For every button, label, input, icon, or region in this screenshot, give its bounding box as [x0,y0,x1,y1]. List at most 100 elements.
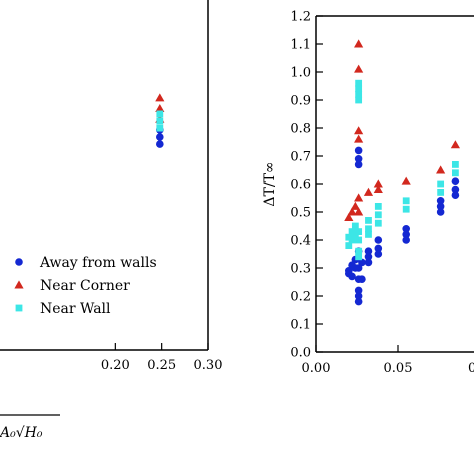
right-panel: 0.0 0.1 0.2 0.3 0.4 0.5 0.6 0.7 0.8 0.9 1.0 1.1 1.2 0… [262,10,474,376]
right-point-corner [363,187,374,196]
right-point-away [402,230,411,239]
right-point-wall [355,91,363,98]
right-point-corner [347,207,357,216]
left-legend-marker-away [15,258,23,266]
right-point-wall [437,189,445,196]
right-y-tick-label: 0.5 [290,206,311,221]
right-point-corner [436,165,446,174]
right-point-away [374,250,383,258]
right-y-axis-label: ΔT/T∞ [262,161,278,206]
right-point-away [354,160,363,169]
right-point-away [348,272,356,281]
right-point-away [436,202,445,211]
right-point-wall [374,203,382,210]
right-point-wall [374,219,382,227]
right-y-tick-label: 0.4 [290,234,311,249]
right-y-tick-label: 0.8 [290,122,311,137]
right-point-wall [355,79,363,87]
right-point-away [354,292,363,300]
left-point-away [156,133,164,141]
right-point-corner [401,176,411,185]
right-point-away [358,275,366,284]
right-point-wall [374,211,382,219]
right-point-corner [354,39,364,48]
right-y-tick-label: 0.2 [290,290,311,305]
left-point-wall [156,124,164,132]
right-point-corner [373,179,383,188]
left-panel: 0.20 0.25 0.30 Away from walls Near Corner Ne… [0,0,222,373]
right-point-wall [355,253,363,261]
right-point-corner [354,134,364,143]
right-point-wall [355,228,363,235]
right-point-away [358,258,366,267]
right-point-away [402,236,411,244]
right-point-away [364,252,373,261]
left-x-axis-label: A₀√H₀ [0,414,60,441]
right-point-away [436,208,445,216]
right-point-wall [365,225,372,233]
right-point-corner [450,140,460,149]
right-point-wall [345,242,353,249]
left-legend-label-away: Away from walls [39,255,157,271]
right-point-away [354,155,363,163]
right-point-wall [365,217,372,224]
right-point-away [354,297,363,306]
left-x-tick-label: 0.30 [194,358,223,373]
right-point-away [374,244,383,253]
right-point-wall [402,205,410,213]
right-point-away [354,264,363,272]
left-legend-label-corner: Near Corner [40,278,130,294]
right-y-tick-label: 0.9 [290,94,311,109]
right-point-wall [355,85,363,93]
right-point-wall [452,169,459,177]
right-point-away [451,191,460,199]
right-point-corner [354,64,364,73]
left-point-corner [155,104,165,113]
right-point-away [364,258,373,267]
left-legend-marker-corner [14,280,24,289]
right-y-tick-label: 0.1 [290,318,311,333]
right-point-wall [452,161,459,168]
right-point-away [364,247,373,255]
right-x-tick-label: 0.1 [468,361,474,376]
left-point-away [156,140,164,148]
right-point-away [354,146,363,155]
left-point-wall [156,117,164,125]
right-point-away [402,225,411,233]
right-point-corner [350,201,360,210]
right-y-tick-label: 1.0 [290,66,311,81]
left-x-axis-label-text: A₀√H₀ [0,425,43,441]
right-x-tick-label: 0.05 [384,361,413,376]
right-point-away [374,236,383,244]
right-point-wall [348,236,356,244]
right-point-corner [354,207,364,216]
right-y-tick-label: 0.6 [290,178,311,193]
right-y-tick-label: 1.1 [290,38,311,53]
right-point-away [354,286,363,295]
right-y-tick-label: 0.7 [290,150,311,165]
right-point-away [345,267,353,275]
right-point-wall [355,247,363,255]
right-point-wall [351,222,359,230]
right-point-away [451,177,460,185]
right-point-wall [437,180,445,188]
right-x-tick-label: 0.00 [302,361,331,376]
left-x-tick-label: 0.20 [101,358,130,373]
right-point-wall [355,236,363,244]
left-point-corner [155,93,165,102]
left-legend-label-wall: Near Wall [40,301,111,317]
right-point-corner [344,213,354,222]
right-point-wall [365,231,372,238]
right-y-tick-label: 1.2 [290,10,311,25]
left-legend-marker-wall [15,304,23,312]
right-point-away [436,197,445,205]
left-x-tick-label: 0.25 [147,358,176,373]
right-point-corner [354,193,364,202]
right-point-wall [355,96,363,104]
left-point-wall [156,110,164,118]
right-point-wall [402,197,410,205]
right-y-tick-label: 0.0 [290,346,311,361]
right-point-corner [354,126,364,135]
right-point-away [451,185,460,194]
